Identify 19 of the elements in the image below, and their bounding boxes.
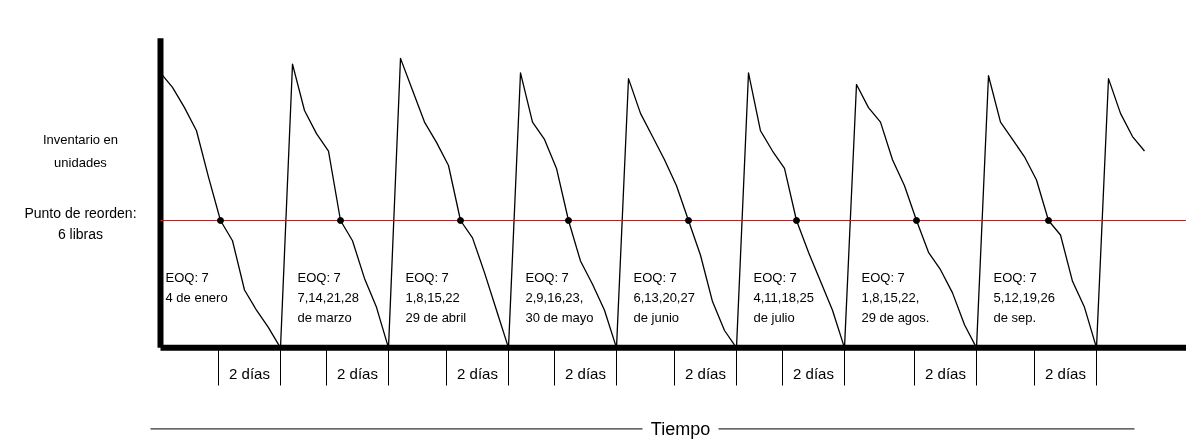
text: 2 días [685,365,726,383]
text: 2 días [793,365,834,383]
text: 2 días [229,365,270,383]
annotation: EOQ: 7 5,12,19,26 de sep. [993,269,1055,326]
y-axis-title: Inventario en unidades [42,132,119,170]
text: 2 días [925,365,966,383]
annotation: EOQ: 7 4,11,18,25 de julio [753,269,814,326]
annotation: EOQ: 7 2,9,16,23, 30 de mayo [525,269,594,326]
text: 2 días [337,365,378,383]
text: 2 días [565,365,606,383]
annotation: EOQ: 7 6,13,20,27 de junio [633,269,695,326]
annotation: EOQ: 7 1,8,15,22, 29 de agos. [861,269,930,326]
text: Punto de reorden: 6 libras [24,204,137,242]
annotation: EOQ: 7 7,14,21,28 de marzo [297,269,359,326]
annotation: EOQ: 7 4 de enero [165,269,228,305]
text: 2 días [1045,365,1086,383]
x-axis-title: Tiempo [650,418,711,439]
annotation: EOQ: 7 1,8,15,22 29 de abril [405,269,467,326]
text: 2 días [457,365,498,383]
